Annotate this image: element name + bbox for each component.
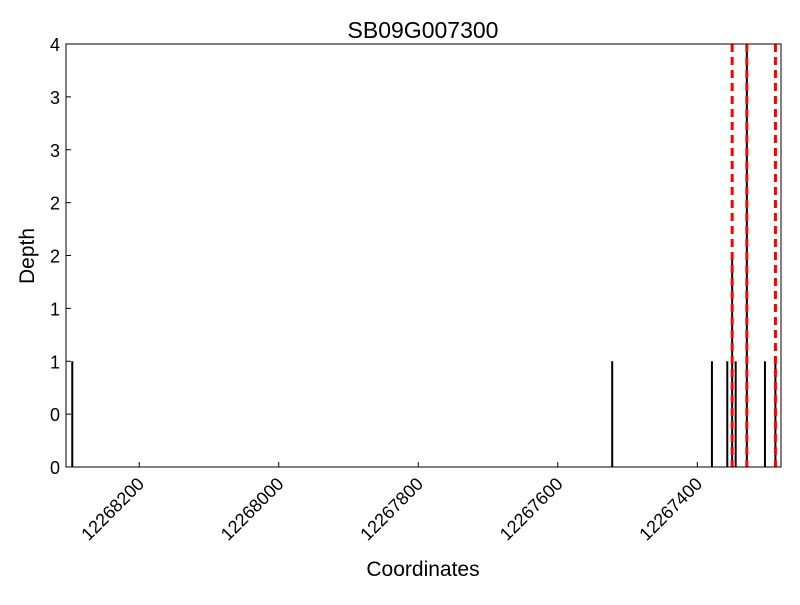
y-tick-label: 2 bbox=[50, 247, 60, 267]
y-axis-label: Depth bbox=[16, 228, 39, 284]
y-tick-label: 3 bbox=[50, 141, 60, 161]
y-tick-label: 4 bbox=[50, 35, 60, 55]
y-tick-label: 0 bbox=[50, 458, 60, 478]
x-axis-label: Coordinates bbox=[366, 558, 479, 581]
x-tick-label: 12267800 bbox=[356, 474, 427, 545]
x-tick-label: 12268000 bbox=[217, 474, 288, 545]
x-tick-label: 12267400 bbox=[635, 474, 706, 545]
x-tick-label: 12268200 bbox=[77, 474, 148, 545]
x-tick-label: 12267600 bbox=[496, 474, 567, 545]
y-tick-label: 0 bbox=[50, 405, 60, 425]
plot-frame bbox=[65, 43, 782, 468]
y-tick-label: 1 bbox=[50, 299, 60, 319]
y-tick-label: 1 bbox=[50, 352, 60, 372]
y-tick-label: 2 bbox=[50, 194, 60, 214]
y-tick-label: 3 bbox=[50, 88, 60, 108]
chart-title: SB09G007300 bbox=[348, 17, 499, 43]
